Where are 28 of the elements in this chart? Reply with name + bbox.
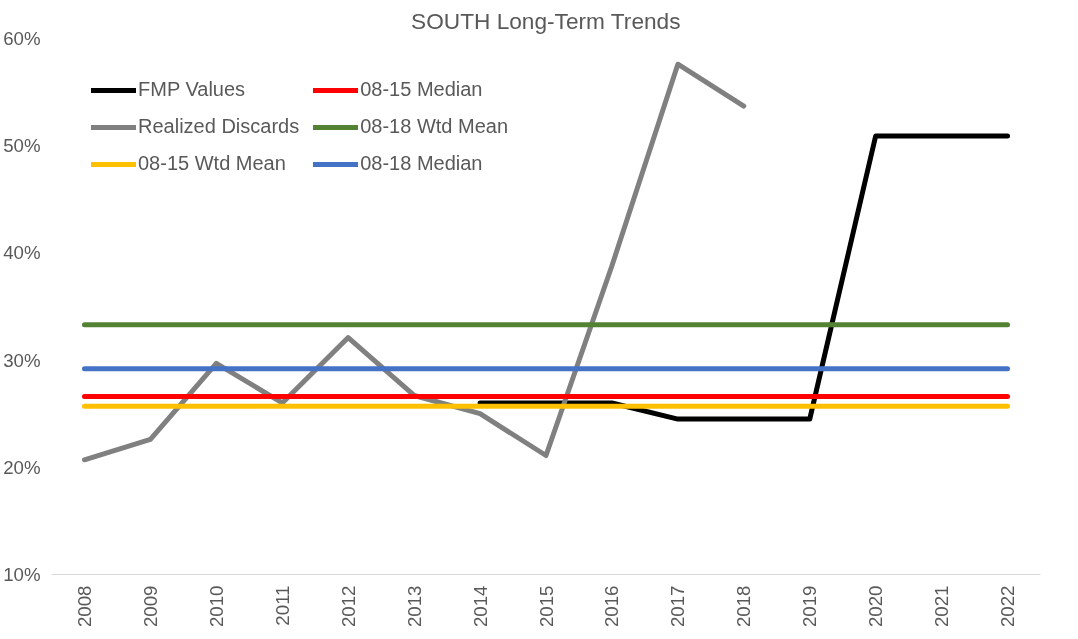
legend-label: 08-15 Wtd Mean [138, 152, 286, 175]
x-tick-label: 2012 [337, 585, 359, 627]
x-tick-label: 2021 [931, 585, 953, 627]
x-tick-label: 2009 [139, 585, 161, 627]
chart-title: SOUTH Long-Term Trends [411, 7, 681, 34]
y-tick-label: 40% [3, 242, 41, 264]
y-tick-label: 60% [3, 28, 41, 49]
x-tick-label: 2020 [865, 585, 887, 627]
x-tick-label: 2015 [535, 585, 557, 627]
y-tick-label: 30% [3, 349, 41, 371]
x-tick-label: 2018 [733, 585, 755, 627]
x-tick-label: 2014 [469, 585, 491, 627]
x-tick-label: 2019 [799, 585, 821, 627]
y-tick-label: 20% [3, 456, 41, 478]
legend-label: 08-18 Wtd Mean [360, 115, 509, 138]
x-tick-label: 2016 [601, 585, 623, 627]
x-tick-label: 2017 [667, 585, 689, 627]
x-tick-label: 2011 [271, 585, 293, 626]
legend-label: 08-18 Median [360, 152, 483, 175]
y-tick-label: 10% [3, 564, 41, 585]
legend-label: FMP Values [138, 78, 246, 101]
legend-label: 08-15 Median [360, 78, 483, 101]
x-tick-label: 2010 [205, 585, 227, 627]
y-tick-label: 50% [3, 135, 41, 157]
x-tick-label: 2022 [997, 585, 1019, 627]
legend-label: Realized Discards [138, 115, 300, 138]
x-tick-label: 2013 [403, 585, 425, 627]
x-tick-label: 2008 [73, 585, 95, 627]
